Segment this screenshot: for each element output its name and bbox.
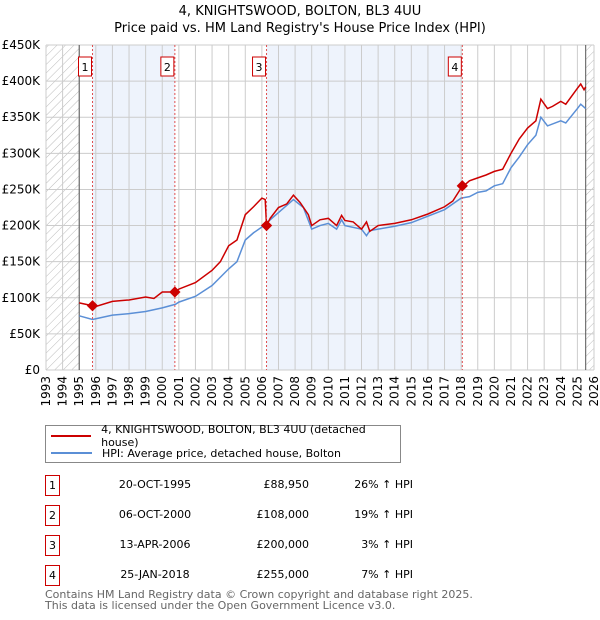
- y-tick-label: £350K: [2, 110, 42, 124]
- y-tick-label: £250K: [2, 182, 42, 196]
- sale-date: 20-OCT-1995: [118, 478, 192, 491]
- x-tick-label: 2020: [487, 376, 501, 407]
- x-tick-label: 2002: [188, 376, 202, 407]
- y-tick-label: £150K: [2, 255, 42, 269]
- sale-number: 2: [164, 61, 171, 74]
- x-tick-label: 2023: [537, 376, 551, 407]
- hatched-region-after: [585, 45, 594, 370]
- legend: 4, KNIGHTSWOOD, BOLTON, BL3 4UU (detache…: [45, 423, 401, 463]
- x-tick-label: 2004: [222, 376, 236, 407]
- x-tick-label: 2022: [521, 376, 535, 407]
- sale-price: £255,000: [256, 568, 310, 581]
- y-tick-label: £400K: [2, 74, 42, 88]
- sale-point: [260, 219, 273, 232]
- footer: Contains HM Land Registry data © Crown c…: [45, 589, 473, 611]
- x-tick-label: 2018: [454, 376, 468, 407]
- property-price-line: [79, 82, 587, 308]
- x-tick-label: 2012: [355, 376, 369, 407]
- x-tick-label: 2008: [288, 376, 302, 407]
- y-tick-label: £200K: [2, 219, 42, 233]
- legend-label: HPI: Average price, detached house, Bolt…: [102, 446, 341, 460]
- x-tick-label: 2000: [155, 376, 169, 407]
- hpi-line: [79, 103, 587, 321]
- sale-point: [169, 286, 181, 298]
- y-tick-label: £450K: [2, 38, 42, 52]
- sale-number-box: [252, 56, 267, 77]
- x-tick-label: 1993: [39, 376, 53, 407]
- footer-line-2: This data is licensed under the Open Gov…: [45, 599, 396, 612]
- sale-point: [456, 180, 468, 192]
- sale-number-box: [447, 56, 462, 77]
- y-tick-label: £0: [25, 363, 40, 377]
- x-tick-label: 2013: [371, 376, 385, 407]
- sale-number-box: [77, 56, 92, 77]
- x-tick-label: 1999: [139, 376, 153, 407]
- x-tick-label: 2010: [321, 376, 335, 407]
- sale-price: £88,950: [263, 478, 310, 491]
- y-tick-label: £300K: [2, 146, 42, 160]
- sale-date: 25-JAN-2018: [120, 568, 190, 581]
- x-tick-label: 1997: [105, 376, 119, 407]
- x-tick-label: 2017: [438, 376, 452, 407]
- x-tick-label: 2024: [554, 376, 568, 407]
- x-tick-label: 2026: [587, 376, 600, 407]
- chart-subtitle: Price paid vs. HM Land Registry's House …: [114, 21, 486, 36]
- sale-date: 13-APR-2006: [119, 538, 191, 551]
- x-tick-label: 2011: [338, 376, 352, 407]
- sale-price: £108,000: [256, 508, 310, 521]
- footer-line-1: Contains HM Land Registry data © Crown c…: [45, 588, 473, 601]
- x-tick-label: 1998: [122, 376, 136, 407]
- sale-hpi-diff: 19% ↑ HPI: [354, 508, 413, 521]
- x-tick-label: 2016: [421, 376, 435, 407]
- sale-date: 06-OCT-2000: [118, 508, 192, 521]
- x-tick-label: 2003: [205, 376, 219, 407]
- sale-hpi-diff: 3% ↑ HPI: [361, 538, 413, 551]
- legend-swatch-blue: [51, 452, 92, 454]
- x-tick-label: 2014: [388, 376, 402, 407]
- sale-number: 4: [451, 61, 458, 74]
- x-tick-label: 1996: [89, 376, 103, 407]
- x-tick-label: 2006: [255, 376, 269, 407]
- legend-item-property: 4, KNIGHTSWOOD, BOLTON, BL3 4UU (detache…: [51, 423, 400, 449]
- sale-number-box: [160, 56, 175, 77]
- x-tick-label: 2019: [471, 376, 485, 407]
- sale-hpi-diff: 7% ↑ HPI: [361, 568, 413, 581]
- legend-swatch-red: [51, 435, 92, 437]
- x-tick-label: 1994: [56, 376, 70, 407]
- legend-label: 4, KNIGHTSWOOD, BOLTON, BL3 4UU (detache…: [101, 423, 366, 449]
- x-tick-label: 2001: [172, 376, 186, 407]
- sale-number: 1: [81, 61, 88, 74]
- x-tick-label: 2025: [570, 376, 584, 407]
- sale-number-box: 3: [45, 535, 60, 556]
- y-tick-label: £50K: [9, 327, 41, 341]
- sale-number: 3: [256, 61, 263, 74]
- sale-number-box: 2: [45, 505, 60, 526]
- x-tick-label: 2021: [504, 376, 518, 407]
- x-tick-label: 1995: [72, 376, 86, 407]
- legend-item-hpi: HPI: Average price, detached house, Bolt…: [51, 445, 341, 461]
- sale-number-box: 1: [45, 475, 60, 496]
- shaded-band: [266, 45, 463, 370]
- x-tick-label: 2005: [238, 376, 252, 407]
- x-tick-label: 2015: [404, 376, 418, 407]
- sale-price: £200,000: [256, 538, 310, 551]
- chart: 1 2 3 4 1993 1994 1995 1996 1997 1998 1999 2000 2001…: [2, 38, 600, 407]
- x-tick-label: 2007: [271, 376, 285, 407]
- sale-number-box: 4: [45, 565, 60, 586]
- chart-title: 4, KNIGHTSWOOD, BOLTON, BL3 4UU: [178, 4, 422, 19]
- x-tick-label: 2009: [305, 376, 319, 407]
- sale-hpi-diff: 26% ↑ HPI: [354, 478, 413, 491]
- y-tick-label: £100K: [2, 291, 42, 305]
